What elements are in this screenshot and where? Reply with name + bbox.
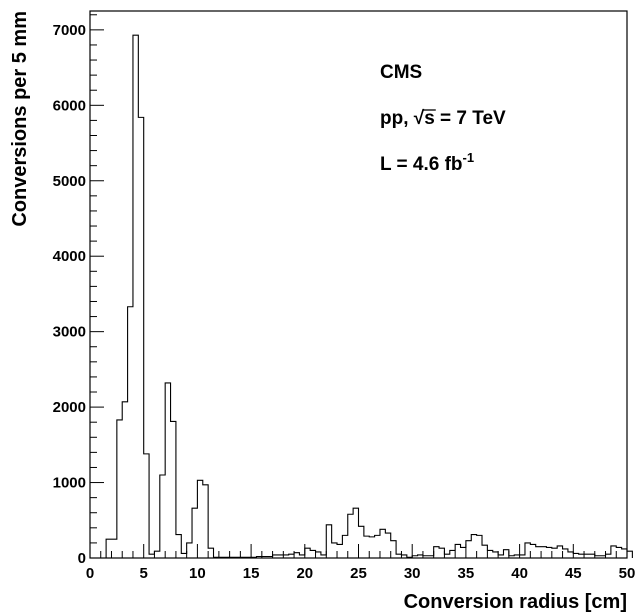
histogram-bin: [546, 547, 551, 558]
y-tick-label: 6000: [53, 97, 86, 114]
histogram-bin: [369, 537, 374, 558]
histogram-bin: [133, 35, 138, 558]
histogram-bin: [181, 553, 186, 558]
histogram-bin: [192, 508, 197, 558]
histogram-bin: [530, 544, 535, 558]
histogram-bin: [316, 552, 321, 558]
x-tick-label: 30: [404, 565, 421, 582]
y-tick-label: 1000: [53, 475, 86, 492]
luminosity-label: L = 4.6 fb-1: [380, 150, 474, 175]
histogram-bin: [128, 307, 133, 558]
histogram-bin: [208, 548, 213, 558]
x-tick-label: 15: [243, 565, 260, 582]
x-tick-label: 45: [565, 565, 582, 582]
x-tick-label: 5: [140, 565, 148, 582]
histogram-bin: [122, 402, 127, 558]
histogram-bin: [176, 535, 181, 558]
histogram-bin: [450, 550, 455, 558]
histogram-bin: [627, 551, 632, 558]
histogram-bin: [187, 543, 192, 558]
x-tick-label: 10: [189, 565, 206, 582]
histogram-bin: [385, 533, 390, 558]
plot-frame: [89, 10, 628, 559]
histogram-bin: [203, 485, 208, 558]
y-tick-label: 2000: [53, 399, 86, 416]
histogram-bin: [552, 548, 557, 558]
x-tick-label: 20: [296, 565, 313, 582]
histogram-bin: [364, 536, 369, 558]
histogram-bin: [337, 544, 342, 558]
x-tick-label: 0: [86, 565, 94, 582]
y-tick-label: 7000: [53, 22, 86, 39]
x-tick-label: 40: [511, 565, 528, 582]
histogram-bin: [568, 552, 573, 558]
histogram-bin: [171, 421, 176, 558]
process-label: pp, √s = 7 TeV: [380, 108, 506, 129]
histogram-bin: [503, 550, 508, 558]
histogram-bin: [332, 543, 337, 558]
x-tick-label: 25: [350, 565, 367, 582]
histogram-bin: [541, 547, 546, 558]
histogram-bin: [563, 549, 568, 558]
histogram-bin: [471, 535, 476, 558]
histogram-bin: [375, 535, 380, 558]
histogram-bin: [305, 548, 310, 558]
y-tick-label: 0: [78, 550, 86, 567]
histogram-bin: [111, 539, 116, 558]
histogram-bin: [482, 545, 487, 558]
histogram-bin: [536, 547, 541, 558]
histogram-bin: [461, 547, 466, 558]
histogram-bin: [310, 550, 315, 558]
histogram-bin: [117, 420, 122, 558]
x-axis-title: Conversion radius [cm]: [404, 591, 627, 613]
histogram-bin: [557, 546, 562, 558]
histogram-bin: [106, 539, 111, 558]
histogram-bin: [611, 546, 616, 558]
energy-value: = 7 TeV: [435, 108, 506, 129]
histogram-bin: [616, 547, 621, 558]
experiment-label: CMS: [380, 62, 422, 83]
histogram-bin: [154, 551, 159, 558]
y-tick-label: 3000: [53, 324, 86, 341]
histogram-bin: [439, 548, 444, 558]
histogram-bin: [294, 553, 299, 558]
histogram-bin: [326, 525, 331, 558]
sqrt-s-symbol: √s: [414, 108, 435, 129]
histogram-bin: [622, 549, 627, 558]
histogram-outline: [105, 34, 633, 558]
histogram-bin: [380, 529, 385, 558]
histogram-bin: [160, 475, 165, 558]
histogram-bin: [138, 117, 143, 558]
histogram-bin: [359, 526, 364, 558]
histogram-bin: [455, 544, 460, 558]
histogram-bin: [342, 535, 347, 558]
process-prefix: pp,: [380, 108, 414, 129]
histogram-bin: [391, 541, 396, 558]
x-tick-label: 35: [458, 565, 475, 582]
histogram-bin: [197, 480, 202, 558]
y-tick-label: 5000: [53, 173, 86, 190]
histogram-bin: [477, 535, 482, 558]
histogram-bin: [573, 553, 578, 558]
tick-layer: 0 5 10 15 20 25 30 35 40 45 50 0 1000 2000 3000 4000 500…: [53, 14, 636, 582]
luminosity-value: L = 4.6 fb: [380, 154, 463, 175]
x-tick-label: 50: [619, 565, 636, 582]
histogram-bin: [487, 550, 492, 558]
histogram-layer: [105, 34, 633, 558]
histogram-bin: [466, 541, 471, 558]
histogram-bin: [353, 508, 358, 558]
y-axis-title: Conversions per 5 mm: [9, 11, 31, 227]
histogram-bin: [493, 552, 498, 558]
histogram-bin: [525, 543, 530, 558]
histogram-bin: [434, 547, 439, 558]
histogram-bin: [348, 514, 353, 558]
luminosity-exponent: -1: [463, 150, 475, 165]
y-tick-label: 4000: [53, 248, 86, 265]
histogram-bin: [144, 454, 149, 558]
histogram-bin: [165, 383, 170, 558]
